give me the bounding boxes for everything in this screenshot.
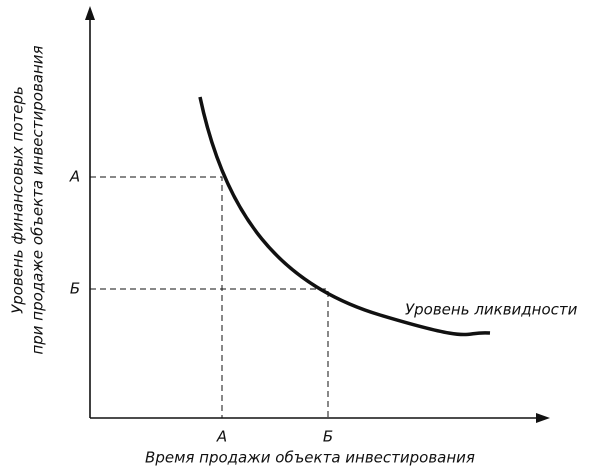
x-point-label: Б [323, 428, 333, 446]
x-axis-arrow [536, 413, 550, 423]
guide-b [90, 288, 329, 418]
y-axis-label: Уровень финансовых потерь [9, 86, 27, 314]
x-axis-label: Время продажи объекта инвестирования [145, 449, 475, 467]
y-point-label: Б [70, 280, 80, 298]
x-point-label: А [216, 428, 227, 446]
liquidity-curve [198, 96, 491, 337]
curve-label: Уровень ликвидности [405, 301, 578, 319]
y-axis-arrow [85, 6, 95, 20]
y-point-label: А [69, 168, 80, 186]
y-axis-label: при продаже объекта инвестирования [29, 45, 47, 354]
guide-a [90, 176, 223, 418]
